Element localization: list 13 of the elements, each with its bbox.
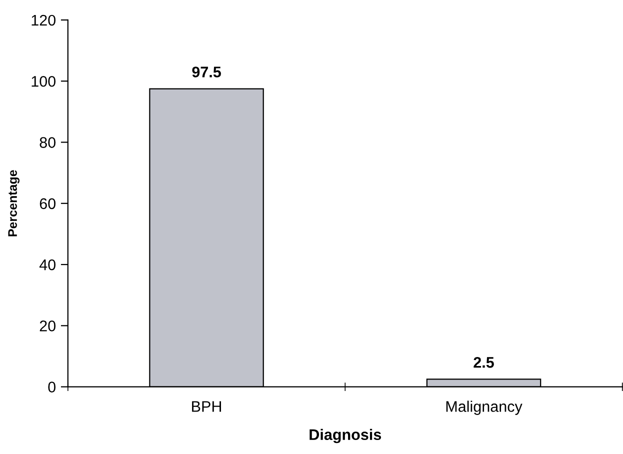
x-tick-label: BPH bbox=[192, 401, 221, 412]
y-tick-label: 20 bbox=[40, 320, 56, 332]
y-tick-label: 80 bbox=[40, 137, 56, 148]
y-tick-label: 40 bbox=[39, 259, 56, 270]
data-label: 97.5 bbox=[192, 66, 221, 78]
x-axis-title: Diagnosis bbox=[310, 428, 382, 444]
y-tick-label: 60 bbox=[40, 198, 56, 210]
y-tick-label: 120 bbox=[32, 14, 56, 26]
y-axis-title: Percentage bbox=[8, 170, 20, 236]
y-tick-label: 100 bbox=[32, 76, 56, 87]
y-tick-label: 0 bbox=[48, 382, 56, 392]
x-tick-label: Malignancy bbox=[446, 400, 522, 415]
data-label: 2.5 bbox=[474, 356, 494, 368]
